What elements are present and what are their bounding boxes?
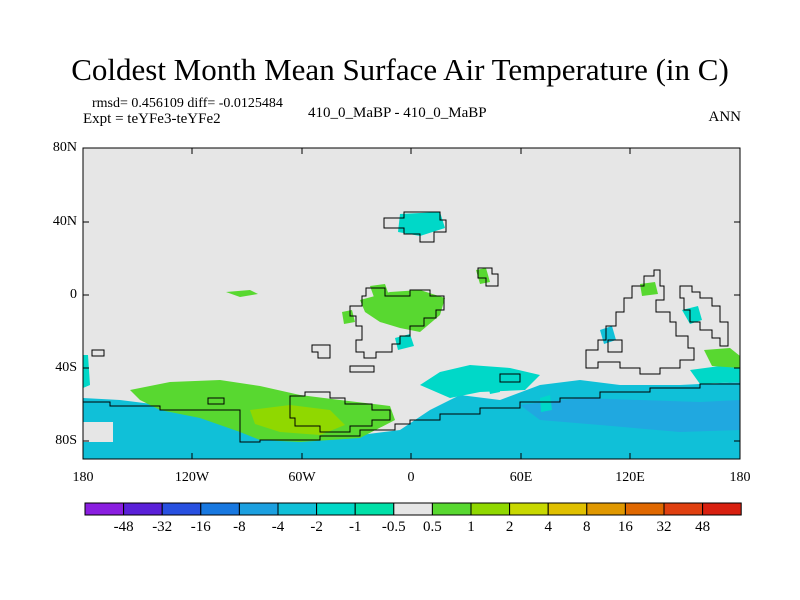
map-field — [83, 148, 740, 459]
warm-patch-6 — [704, 348, 740, 368]
legend-box-11 — [509, 502, 549, 516]
y-label-80s: 80S — [55, 433, 77, 448]
legend-label-13: 16 — [617, 519, 633, 535]
cold-patch-3 — [488, 382, 500, 394]
legend-label-7: -0.5 — [381, 519, 406, 535]
coastlines — [83, 211, 740, 443]
coast-asia-east — [585, 269, 695, 375]
axis-ticks — [83, 147, 740, 459]
legend-box-15 — [663, 502, 704, 516]
cold-patch-1 — [398, 212, 445, 236]
cold-band-south-deep — [520, 398, 740, 432]
legend-box-3 — [200, 502, 240, 516]
cold-edge-west — [83, 355, 90, 388]
legend-label-3: -8 — [233, 519, 246, 535]
x-label-60w: 60W — [288, 470, 316, 485]
x-label-120e: 120E — [615, 470, 645, 485]
x-label-180-right: 180 — [729, 470, 751, 485]
legend-colorbar — [84, 502, 742, 516]
figure-title: Coldest Month Mean Surface Air Temperatu… — [71, 52, 729, 87]
experiment-label: Expt = teYFe3-teYFe2 — [83, 111, 221, 127]
legend-label-15: 48 — [695, 519, 711, 535]
legend-label-9: 1 — [467, 519, 475, 535]
legend-label-12: 8 — [583, 519, 591, 535]
legend-box-5 — [277, 502, 318, 516]
coast-sw-block — [207, 397, 225, 405]
legend-label-6: -1 — [348, 519, 362, 535]
coast-arabia — [383, 211, 447, 243]
legend-box-7 — [354, 502, 395, 516]
coast-africa — [349, 287, 445, 359]
coast-west-bay — [91, 349, 105, 357]
y-label-0: 0 — [70, 287, 77, 302]
y-label-40n: 40N — [52, 214, 77, 229]
cold-patch-4 — [540, 395, 552, 412]
cold-band-east — [690, 366, 740, 384]
x-label-180-left: 180 — [72, 470, 94, 485]
legend-label-4: -4 — [271, 519, 285, 535]
legend-label-2: -16 — [190, 519, 211, 535]
stats-label: rmsd= 0.456109 diff= -0.0125484 — [92, 96, 283, 111]
legend-box-4 — [238, 502, 279, 516]
coast-antarctica — [83, 383, 740, 443]
legend-box-16 — [702, 502, 742, 516]
legend-box-2 — [161, 502, 202, 516]
warm-patch-4 — [342, 310, 355, 324]
gap-sw — [83, 422, 113, 442]
coast-south-america — [311, 344, 331, 359]
legend-label-11: 4 — [544, 519, 552, 535]
legend-box-10 — [470, 502, 511, 516]
x-label-0: 0 — [407, 470, 415, 485]
legend-box-14 — [624, 502, 665, 516]
season-label: ANN — [708, 109, 742, 125]
warm-patch-1 — [226, 290, 258, 297]
coast-island-1 — [477, 267, 499, 287]
y-label-40s: 40S — [55, 360, 77, 375]
legend-box-9 — [431, 502, 472, 516]
coast-west-antarctic — [289, 391, 391, 433]
legend-label-1: -32 — [152, 519, 173, 535]
coast-island-2 — [499, 373, 521, 383]
legend-label-0: -48 — [113, 519, 134, 535]
coast-india-block — [607, 339, 623, 353]
legend-label-8: 0.5 — [423, 519, 442, 535]
warm-anomaly-core — [250, 405, 345, 435]
legend-box-0 — [84, 502, 125, 516]
comparison-label: 410_0_MaBP - 410_0_MaBP — [308, 105, 487, 121]
legend-label-5: -2 — [310, 519, 323, 535]
legend-box-6 — [316, 502, 356, 516]
cold-band-south-light — [420, 365, 540, 398]
x-label-60e: 60E — [509, 470, 533, 485]
legend-label-10: 2 — [505, 519, 514, 535]
legend-box-8 — [393, 502, 433, 516]
legend-box-13 — [586, 502, 626, 516]
legend-box-12 — [547, 502, 588, 516]
legend-box-1 — [123, 502, 163, 516]
legend-label-14: 32 — [656, 519, 672, 535]
coast-atlantic-islands — [349, 365, 375, 373]
y-label-80n: 80N — [52, 140, 77, 155]
coast-east-islands — [679, 285, 729, 347]
x-label-120w: 120W — [174, 470, 210, 485]
warm-patch-7 — [640, 282, 658, 296]
